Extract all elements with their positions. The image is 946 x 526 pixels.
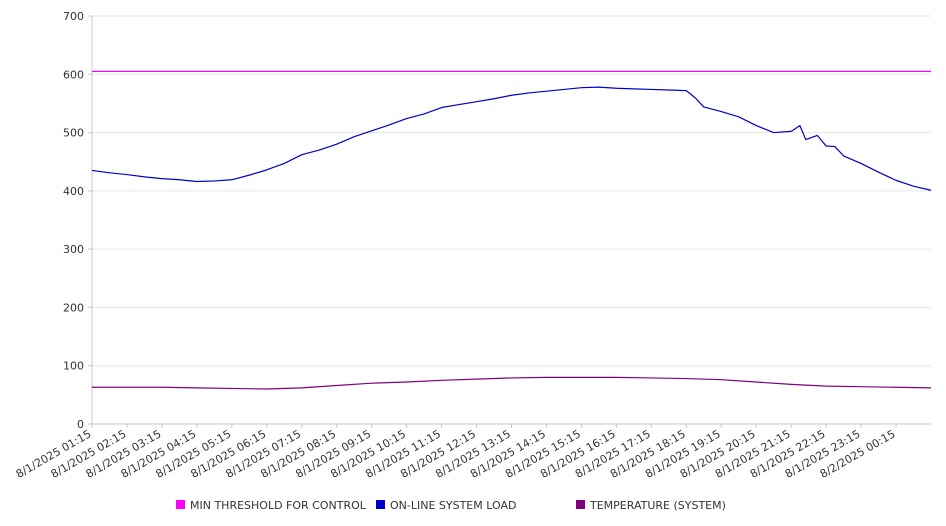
x-axis-ticks: 8/1/2025 01:158/1/2025 02:158/1/2025 03:… — [14, 424, 898, 481]
y-tick-label: 500 — [63, 127, 84, 140]
axes — [91, 16, 931, 425]
legend-swatch — [576, 500, 585, 509]
series-line-on-line-system-load — [91, 86, 932, 191]
y-tick-label: 0 — [77, 418, 84, 431]
y-axis-ticks: 0 100 200 300 400 500 600 700 — [63, 10, 92, 431]
series-lines — [91, 70, 932, 390]
series-line-temperature-system — [92, 376, 932, 390]
y-tick-label: 300 — [63, 243, 84, 256]
y-tick-label: 600 — [63, 68, 84, 81]
legend-item-min-threshold-for-control: MIN THRESHOLD FOR CONTROL — [176, 499, 367, 512]
legend-item-temperature-system: TEMPERATURE (SYSTEM) — [576, 499, 726, 512]
legend: MIN THRESHOLD FOR CONTROL ON-LINE SYSTEM … — [176, 499, 726, 512]
y-tick-label: 700 — [63, 10, 84, 23]
gridlines — [92, 15, 931, 425]
legend-label: MIN THRESHOLD FOR CONTROL — [190, 499, 367, 512]
y-tick-label: 100 — [63, 360, 84, 373]
legend-label: ON-LINE SYSTEM LOAD — [390, 499, 516, 512]
legend-item-on-line-system-load: ON-LINE SYSTEM LOAD — [376, 499, 516, 512]
y-tick-label: 200 — [63, 301, 84, 314]
legend-swatch — [176, 500, 185, 509]
legend-swatch — [376, 500, 385, 509]
y-tick-label: 400 — [63, 185, 84, 198]
legend-label: TEMPERATURE (SYSTEM) — [589, 499, 726, 512]
